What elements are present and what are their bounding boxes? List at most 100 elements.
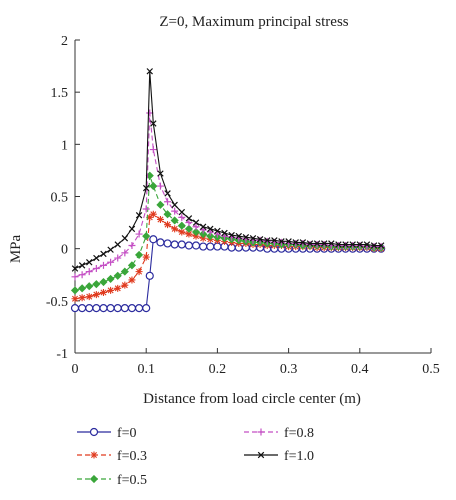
data-point (128, 225, 136, 233)
y-tick-label: -1 (56, 347, 68, 362)
data-point (178, 213, 186, 221)
data-point (377, 243, 385, 251)
data-point (178, 208, 186, 216)
data-point (100, 250, 107, 258)
data-point (271, 237, 278, 244)
data-point (214, 227, 221, 235)
data-point (206, 242, 215, 251)
data-point (85, 293, 93, 301)
data-point (71, 273, 79, 281)
data-point (306, 240, 314, 248)
data-point (313, 240, 321, 247)
data-point (171, 207, 179, 215)
data-point (78, 271, 86, 279)
legend-marker (257, 451, 265, 459)
data-point (128, 242, 136, 250)
data-point (192, 223, 200, 231)
data-point (256, 236, 264, 244)
x-tick-label: 0 (72, 362, 79, 377)
series-f-1-0 (71, 68, 385, 272)
data-point (278, 238, 285, 245)
data-point (149, 235, 158, 244)
data-point (199, 223, 207, 230)
data-point (363, 241, 371, 248)
data-point (135, 250, 144, 259)
data-point (306, 240, 314, 247)
chart-title: Z=0, Maximum principal stress (159, 14, 348, 30)
series-line (74, 213, 382, 300)
legend-item: f=0.5 (77, 473, 147, 488)
data-point (93, 254, 100, 262)
data-point (71, 295, 79, 303)
data-point (370, 243, 378, 251)
data-point (163, 239, 172, 248)
data-point (70, 304, 80, 313)
data-point (127, 261, 137, 270)
data-point (163, 210, 172, 219)
data-point (78, 294, 86, 302)
data-point (142, 253, 150, 261)
data-point (213, 242, 222, 251)
legend-item: f=0.8 (244, 426, 314, 441)
data-point (192, 219, 200, 226)
legend-marker (257, 428, 265, 436)
data-point (156, 238, 165, 247)
data-point (170, 216, 179, 225)
legend-label: f=0.3 (117, 449, 147, 464)
data-point (85, 304, 94, 313)
data-point (128, 276, 136, 284)
y-tick-label: 2 (61, 34, 68, 49)
data-point (120, 267, 129, 276)
data-point (99, 277, 108, 287)
data-point (171, 225, 179, 233)
data-point (320, 240, 328, 248)
data-point (149, 146, 157, 154)
data-point (277, 238, 285, 246)
data-point (285, 238, 292, 245)
data-point (164, 198, 172, 206)
data-point (120, 304, 129, 313)
data-point (185, 215, 193, 222)
x-axis-title: Distance from load circle center (m) (143, 391, 361, 407)
y-tick-label: 1.5 (51, 86, 69, 101)
data-point (107, 246, 114, 253)
legend: f=0 f=0.3 f=0.5 f=0.8 f=1.0 (77, 426, 314, 488)
data-point (114, 241, 121, 248)
data-point (157, 170, 164, 177)
data-point (292, 239, 299, 246)
y-axis-title: MPa (8, 234, 24, 263)
data-point (142, 205, 150, 213)
data-point (70, 286, 80, 295)
data-point (164, 221, 172, 229)
data-point (335, 241, 342, 248)
legend-label: f=0.8 (284, 426, 314, 441)
data-point (86, 259, 93, 266)
data-point (114, 284, 122, 292)
x-tick-label: 0.5 (422, 362, 440, 377)
data-point (370, 242, 378, 249)
data-point (356, 242, 364, 250)
legend-marker (90, 451, 98, 459)
x-tick-label: 0.4 (351, 362, 369, 377)
data-point (142, 232, 151, 241)
legend-label: f=0.5 (117, 473, 147, 488)
data-point (377, 242, 385, 249)
data-point (134, 304, 144, 313)
series-f-0-5 (70, 171, 386, 295)
legend-label: f=1.0 (284, 449, 314, 464)
data-point (99, 288, 107, 296)
series-line (74, 175, 382, 291)
data-point (299, 239, 307, 246)
legend-item: f=0 (77, 426, 137, 441)
data-point (146, 68, 153, 75)
series-line (74, 112, 382, 278)
data-point (235, 232, 242, 240)
data-point (156, 200, 165, 209)
data-point (121, 235, 129, 242)
data-point (156, 182, 164, 190)
data-point (92, 291, 100, 299)
series-f-0-3 (71, 210, 385, 303)
y-tick-label: 1 (61, 138, 68, 153)
data-point (135, 268, 143, 276)
